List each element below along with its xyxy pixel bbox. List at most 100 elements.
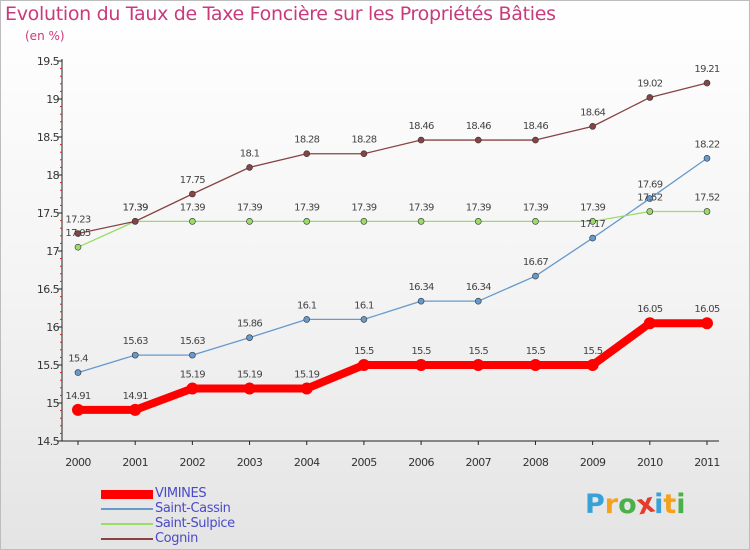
point-saint-sulpice (703, 208, 711, 215)
x-tick-label: 2008 (523, 456, 549, 469)
data-label-saint-sulpice: 17.52 (694, 192, 719, 203)
series-line-saint-sulpice (77, 210, 708, 248)
point-cognin (246, 164, 253, 171)
x-tick-label: 2009 (580, 456, 606, 469)
point-vimines (243, 382, 256, 395)
point-saint-sulpice (189, 218, 196, 225)
data-label-layer: 15.4 15.63 15.63 15.86 16.1 16.1 16.34 16.34 16.… (65, 64, 720, 402)
point-cognin (189, 190, 196, 198)
data-label-saint-sulpice: 17.39 (409, 202, 434, 213)
point-saint-cassin (474, 297, 482, 305)
data-label-cognin: 17.75 (180, 175, 205, 186)
legend-swatch-vimines (101, 489, 153, 499)
data-label-saint-sulpice: 17.39 (237, 202, 262, 213)
logo-letter: r (604, 489, 619, 520)
data-label-cognin: 18.28 (294, 135, 319, 146)
y-tick-label: 18.5 (37, 131, 60, 144)
logo-letter: i (676, 489, 686, 520)
data-label-vimines: 16.05 (637, 304, 662, 315)
x-tick-label: 2005 (351, 456, 377, 469)
data-label-saint-sulpice: 17.39 (180, 202, 205, 213)
x-tick-label: 2011 (694, 456, 720, 469)
data-label-saint-cassin: 16.1 (297, 300, 317, 311)
logo-letter: o (618, 489, 637, 520)
point-vimines (701, 317, 713, 330)
data-label-saint-cassin: 16.1 (354, 300, 374, 311)
point-saint-sulpice (589, 218, 596, 225)
data-label-saint-cassin: 17.17 (580, 219, 605, 230)
data-label-saint-cassin: 16.34 (466, 282, 491, 293)
data-label-cognin: 19.21 (694, 64, 719, 75)
point-saint-cassin (189, 351, 196, 359)
point-saint-cassin (703, 154, 711, 162)
data-label-cognin: 19.02 (637, 78, 662, 89)
point-saint-cassin (417, 297, 425, 305)
x-tick-label: 2004 (294, 456, 320, 469)
data-label-vimines: 15.5 (354, 346, 374, 357)
data-label-saint-sulpice: 17.39 (351, 202, 376, 213)
data-label-saint-cassin: 16.34 (409, 282, 434, 293)
point-saint-cassin (131, 351, 139, 359)
data-label-saint-sulpice: 17.39 (466, 202, 491, 213)
point-cognin (360, 150, 368, 158)
point-vimines (129, 403, 142, 416)
data-label-vimines: 15.5 (469, 346, 489, 357)
legend-item-cognin: Cognin (101, 531, 301, 547)
x-tick-label: 2007 (465, 456, 491, 469)
data-label-saint-cassin: 18.22 (694, 139, 719, 150)
data-label-cognin: 18.1 (240, 148, 260, 159)
logo-letter: t (663, 489, 677, 520)
data-label-vimines: 15.19 (237, 370, 262, 381)
data-label-cognin: 18.46 (523, 121, 548, 132)
data-label-cognin: 18.28 (351, 135, 376, 146)
data-label-vimines: 14.91 (123, 391, 148, 402)
data-label-saint-sulpice: 17.39 (523, 202, 548, 213)
data-label-vimines: 14.91 (65, 391, 90, 402)
point-cognin (303, 150, 311, 158)
point-saint-sulpice (646, 208, 654, 215)
point-cognin (532, 136, 539, 144)
point-cognin (417, 136, 425, 144)
series-line-vimines (74, 319, 711, 414)
point-cognin (74, 230, 82, 237)
y-tick-label: 14.5 (37, 435, 60, 448)
y-tick-label: 17 (46, 245, 59, 258)
point-cognin (589, 123, 596, 130)
data-label-saint-sulpice: 17.39 (580, 202, 605, 213)
data-label-saint-cassin: 16.67 (523, 257, 548, 268)
data-label-saint-cassin: 15.63 (123, 336, 148, 347)
y-tick-label: 16 (46, 321, 59, 334)
chart-subtitle: (en %) (25, 29, 65, 43)
point-saint-cassin (74, 369, 82, 376)
data-label-vimines: 15.19 (180, 370, 205, 381)
y-tick-label: 15.5 (37, 359, 60, 372)
point-saint-sulpice (360, 218, 368, 225)
legend-item-vimines: VIMINES (101, 486, 301, 502)
x-tick-label: 2006 (408, 456, 434, 469)
y-tick-label: 19.5 (37, 55, 60, 68)
data-label-vimines: 16.05 (694, 304, 719, 315)
data-label-vimines: 15.5 (526, 346, 546, 357)
data-label-vimines: 15.5 (411, 346, 431, 357)
point-saint-sulpice (532, 218, 539, 225)
series-line-saint-cassin (77, 157, 708, 374)
legend-label-saint-cassin: Saint-Cassin (155, 501, 231, 516)
point-saint-cassin (589, 234, 596, 242)
point-vimines (186, 382, 199, 395)
logo-letter: P (585, 489, 605, 520)
series-layer (72, 79, 713, 416)
data-label-cognin: 18.46 (466, 121, 491, 132)
point-cognin (703, 79, 711, 87)
legend-swatch-cognin (101, 538, 153, 540)
point-vimines (529, 359, 542, 371)
point-vimines (415, 359, 428, 371)
x-tick-label: 2002 (180, 456, 206, 469)
point-saint-sulpice (74, 243, 82, 251)
y-tick-label: 19 (46, 93, 59, 106)
y-tick-label: 17.5 (37, 207, 60, 220)
legend-item-saint-sulpice: Saint-Sulpice (101, 516, 301, 532)
data-label-saint-cassin: 15.86 (237, 319, 262, 330)
y-tick-label: 16.5 (37, 283, 60, 296)
x-tick-label: 2003 (237, 456, 263, 469)
